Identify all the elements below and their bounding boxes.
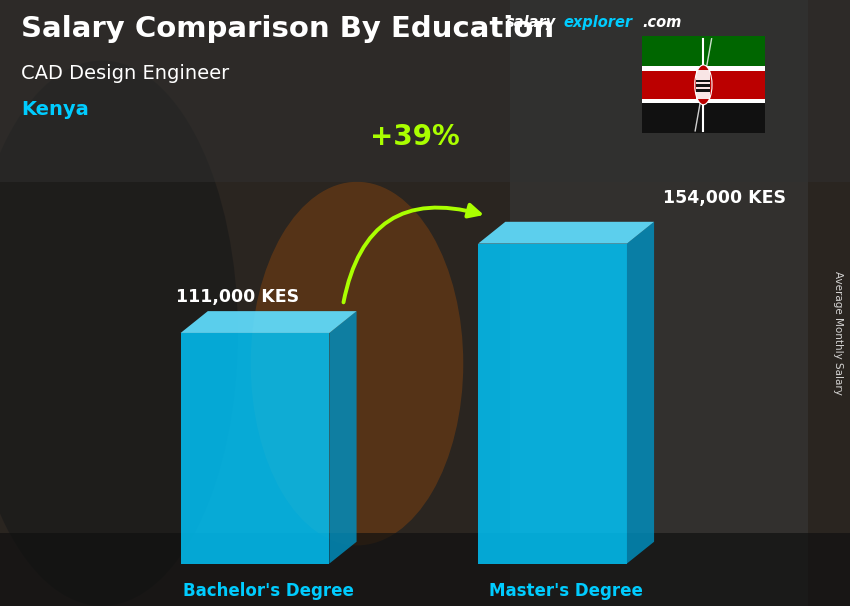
Polygon shape (329, 311, 356, 564)
Text: CAD Design Engineer: CAD Design Engineer (21, 64, 230, 82)
Bar (510, 0, 808, 606)
Text: 111,000 KES: 111,000 KES (177, 288, 299, 305)
Text: .com: .com (643, 15, 682, 30)
Text: explorer: explorer (564, 15, 632, 30)
Text: Kenya: Kenya (21, 100, 89, 119)
Text: Salary Comparison By Education: Salary Comparison By Education (21, 15, 554, 43)
Text: Master's Degree: Master's Degree (489, 582, 643, 600)
Text: 154,000 KES: 154,000 KES (663, 188, 785, 207)
Ellipse shape (0, 61, 238, 606)
Polygon shape (478, 244, 626, 564)
Bar (642, 101, 765, 133)
Bar (696, 84, 711, 87)
Bar (0, 0, 850, 182)
Bar (642, 99, 765, 104)
Bar (696, 89, 711, 92)
Bar (642, 36, 765, 68)
Polygon shape (180, 311, 356, 333)
Bar (0, 533, 850, 606)
Text: +39%: +39% (370, 123, 460, 151)
Polygon shape (626, 222, 655, 564)
Bar (642, 68, 765, 101)
Ellipse shape (694, 65, 712, 105)
Ellipse shape (251, 182, 463, 545)
Bar (696, 79, 711, 82)
Text: Average Monthly Salary: Average Monthly Salary (833, 271, 843, 395)
Bar (696, 70, 711, 99)
Bar (642, 66, 765, 71)
Text: Bachelor's Degree: Bachelor's Degree (183, 582, 354, 600)
Text: salary: salary (506, 15, 556, 30)
Polygon shape (180, 333, 329, 564)
Polygon shape (478, 222, 654, 244)
